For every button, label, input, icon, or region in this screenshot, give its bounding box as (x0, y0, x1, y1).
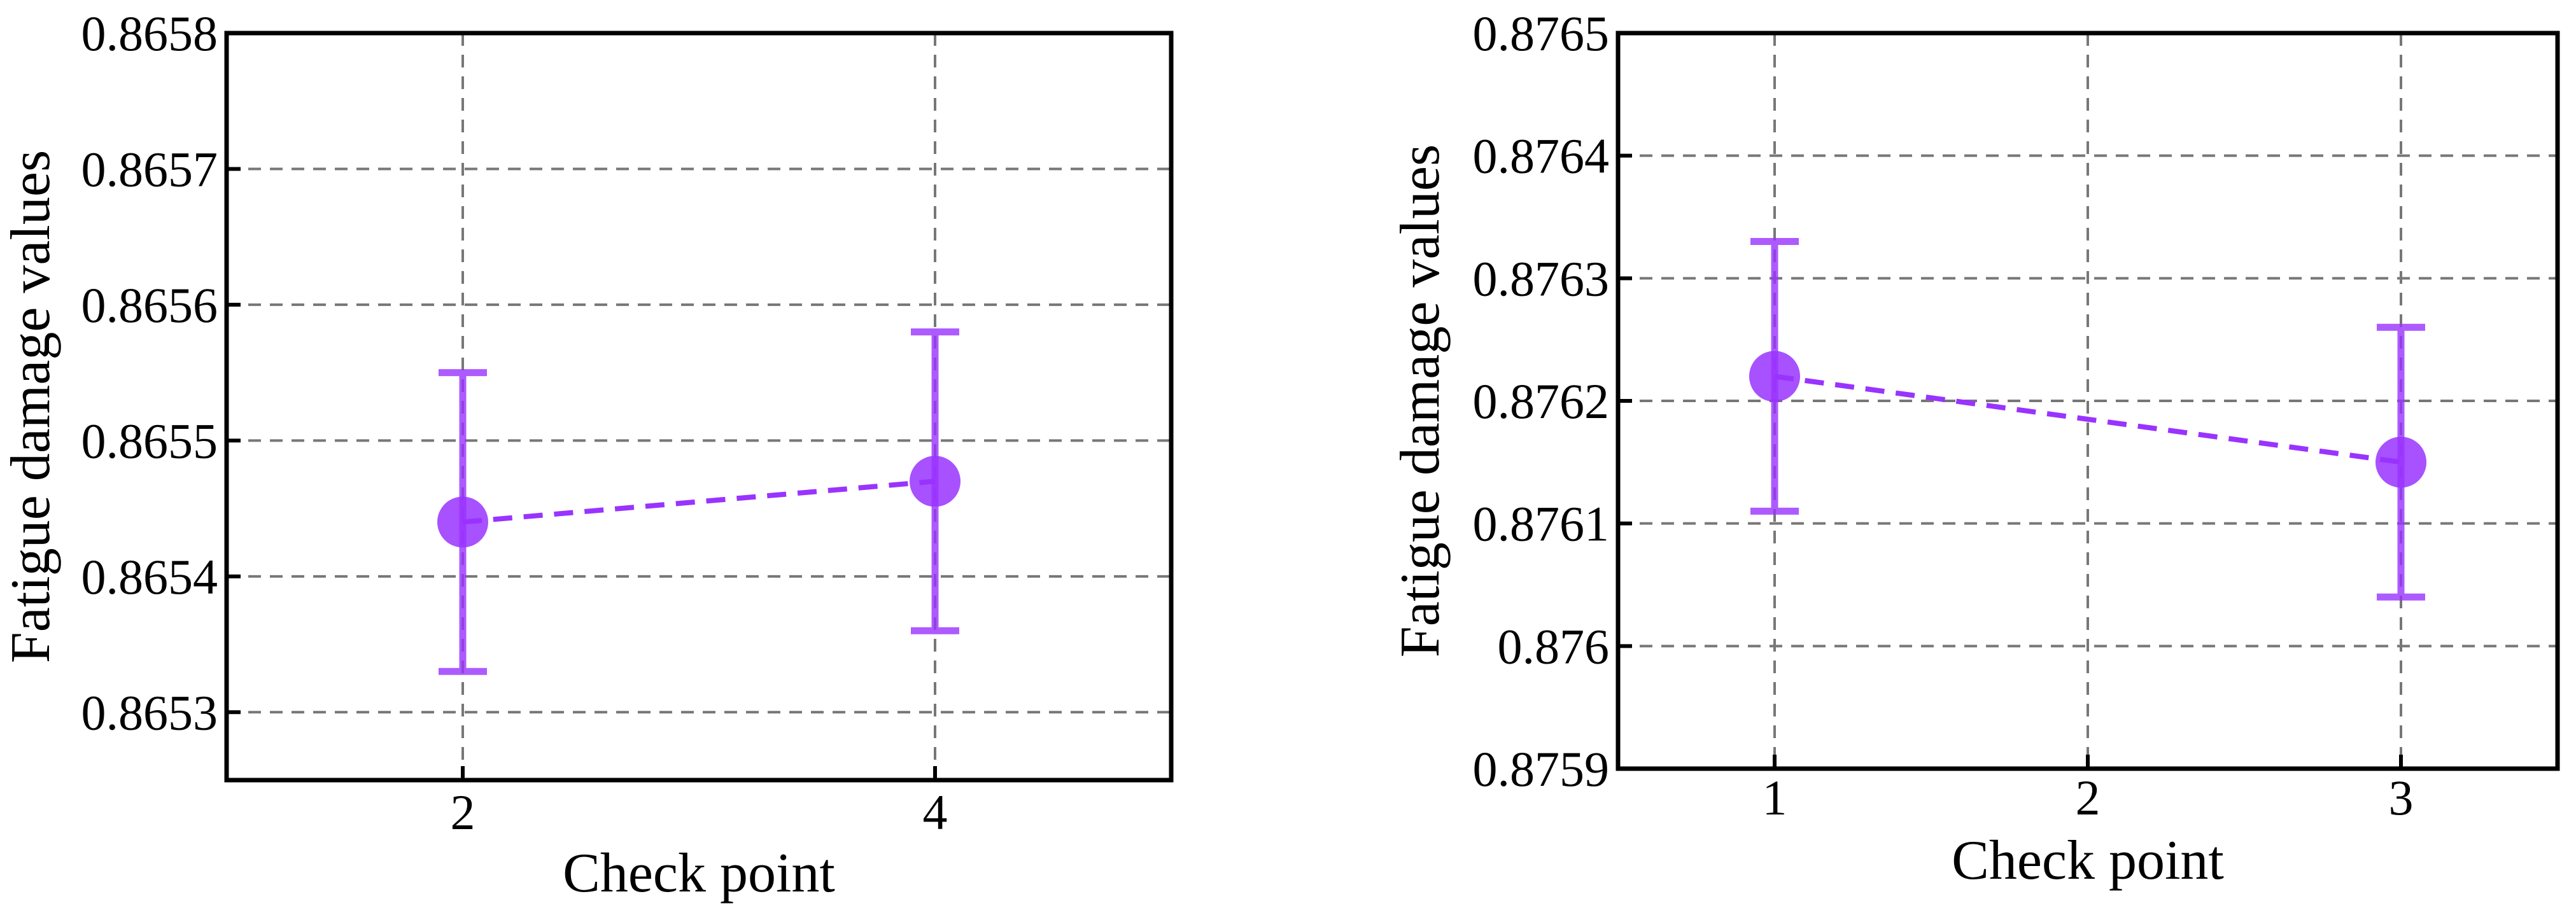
y-tick-label: 0.8764 (1473, 129, 1610, 184)
y-axis-title: Fatigue damage values (1390, 144, 1451, 657)
y-axis-title: Fatigue damage values (0, 150, 62, 663)
x-tick-label: 3 (2389, 770, 2414, 825)
x-tick-label: 2 (451, 785, 475, 840)
y-tick-label: 0.8658 (81, 6, 218, 61)
x-tick-label: 2 (2076, 770, 2101, 825)
plot-frame (1615, 31, 2560, 771)
x-tick-label: 1 (1763, 770, 1787, 825)
x-tick-label: 4 (923, 785, 948, 840)
y-tick-label: 0.8657 (81, 141, 218, 197)
marker (1749, 351, 1800, 402)
y-tick-label: 0.8759 (1473, 741, 1610, 797)
marker (437, 496, 488, 548)
y-tick-label: 0.8654 (81, 549, 218, 604)
y-tick-label: 0.8765 (1473, 6, 1610, 61)
data-line (1774, 374, 2402, 465)
chart: 0.8653 0.8654 0.8655 0.8656 0.8657 0.8658 2 4 Ch… (0, 6, 1174, 904)
y-tick-label: 0.8655 (81, 413, 218, 468)
x-axis-title: Check point (563, 842, 835, 904)
y-tick-label: 0.8656 (81, 277, 218, 333)
chart: 0.8759 0.876 0.8761 0.8762 0.8763 0.8764 0.876… (1390, 6, 2560, 891)
data-line (462, 478, 936, 525)
y-tick-label: 0.8763 (1473, 251, 1610, 306)
marker (910, 456, 961, 507)
marker (2375, 437, 2426, 488)
y-tick-label: 0.8761 (1473, 496, 1610, 552)
y-tick-label: 0.876 (1498, 618, 1610, 674)
y-tick-label: 0.8653 (81, 685, 218, 740)
y-tick-label: 0.8762 (1473, 374, 1610, 429)
x-axis-title: Check point (1952, 830, 2224, 891)
plot-frame (224, 31, 1174, 783)
